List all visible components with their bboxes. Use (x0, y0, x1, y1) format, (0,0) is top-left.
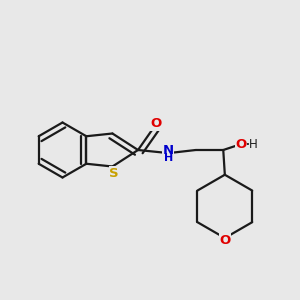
Text: O: O (236, 138, 247, 151)
Text: O: O (219, 234, 230, 247)
Text: S: S (109, 167, 119, 180)
Text: H: H (164, 153, 173, 163)
Text: H: H (249, 138, 257, 151)
Text: O: O (151, 117, 162, 130)
Text: N: N (163, 143, 174, 157)
